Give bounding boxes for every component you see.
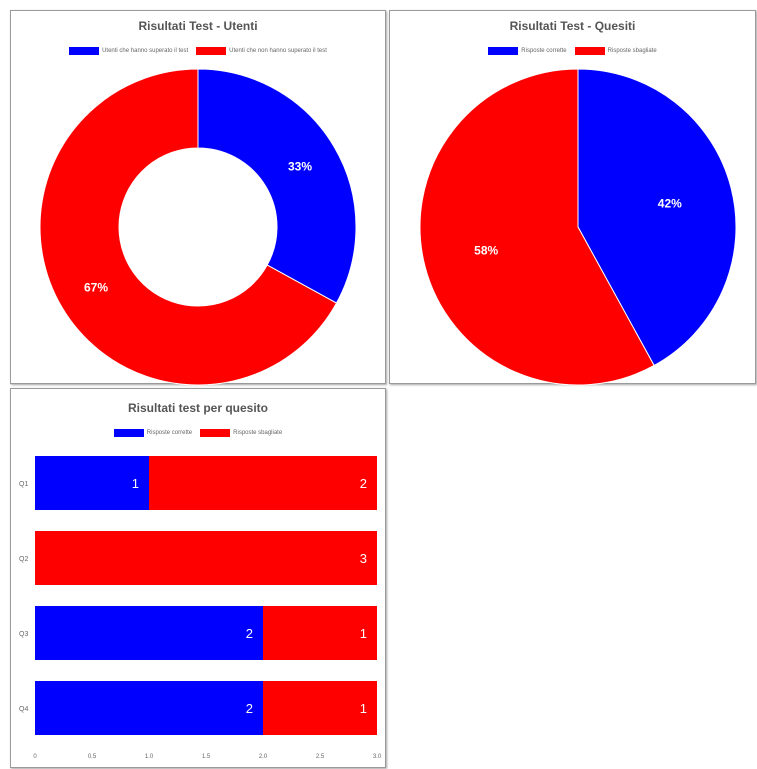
chart-title: Risultati Test - Quesiti [509, 19, 636, 33]
legend-item-wrong[interactable]: Risposte sbagliate [574, 47, 657, 55]
bar-value-label: 1 [360, 701, 367, 716]
chart-title: Risultati test per quesito [127, 401, 269, 415]
per-question-chart-panel: Risultati test per quesito Risposte corr… [10, 388, 386, 768]
category-label: Q2 [19, 556, 28, 563]
bar-segment-wrong[interactable] [263, 681, 377, 735]
x-tick-label: 1.0 [145, 754, 154, 760]
category-label: Q1 [19, 481, 28, 488]
x-tick-label: 0 [33, 754, 37, 760]
legend-label: Utenti che non hanno superato il test [229, 48, 327, 54]
slice-value-label: 33% [288, 160, 312, 174]
users-chart-panel: Risultati Test - Utenti Utenti che hanno… [10, 10, 386, 386]
bar-value-label: 2 [246, 701, 253, 716]
bar-value-label: 2 [246, 626, 253, 641]
legend-label: Risposte sbagliate [233, 430, 283, 436]
x-tick-label: 0.5 [88, 754, 97, 760]
legend-swatch [113, 429, 144, 437]
legend-label: Risposte corrette [146, 430, 193, 436]
bar-segment-wrong[interactable] [35, 531, 377, 585]
x-tick-label: 2.0 [259, 754, 268, 760]
legend-swatch [200, 429, 231, 437]
legend-label: Risposte sbagliate [607, 48, 657, 54]
legend-swatch [196, 47, 227, 55]
legend-swatch [574, 47, 605, 55]
slice-value-label: 58% [474, 244, 498, 258]
x-tick-label: 1.5 [202, 754, 211, 760]
bar-segment-correct[interactable] [35, 606, 263, 660]
questions-chart-panel: Risultati Test - Quesiti Risposte corret… [389, 10, 756, 386]
bar-segment-wrong[interactable] [149, 456, 377, 510]
pie-slice-red[interactable] [419, 68, 655, 386]
bar-value-label: 2 [360, 476, 367, 491]
category-label: Q4 [19, 706, 28, 713]
legend-swatch [488, 47, 519, 55]
legend-item-wrong[interactable]: Risposte sbagliate [200, 429, 282, 437]
bar-value-label: 3 [360, 551, 367, 566]
x-tick-label: 3.0 [373, 754, 382, 760]
legend-item-failed[interactable]: Utenti che non hanno superato il test [196, 47, 327, 55]
legend-item-correct[interactable]: Risposte corrette [113, 429, 193, 437]
bar-segment-wrong[interactable] [263, 606, 377, 660]
legend-label: Risposte corrette [521, 48, 567, 54]
chart-title: Risultati Test - Utenti [138, 19, 258, 33]
pie-slice-blue[interactable] [197, 68, 357, 304]
legend-item-passed[interactable]: Utenti che hanno superato il test [69, 47, 188, 55]
bar-value-label: 1 [360, 626, 367, 641]
pie-slice-blue[interactable] [577, 68, 737, 367]
category-label: Q3 [19, 631, 28, 638]
chart-legend: Risposte corrette Risposte sbagliate [390, 47, 755, 55]
chart-legend: Risposte corrette Risposte sbagliate [11, 429, 385, 437]
slice-value-label: 42% [658, 196, 682, 210]
pie-chart: 42% 58% [419, 68, 737, 386]
legend-swatch [69, 47, 100, 55]
bar-segment-correct[interactable] [35, 456, 149, 510]
chart-legend: Utenti che hanno superato il test Utenti… [11, 47, 385, 55]
legend-label: Utenti che hanno superato il test [102, 48, 189, 54]
x-tick-label: 2.5 [316, 754, 325, 760]
slice-value-label: 67% [84, 280, 108, 294]
legend-item-correct[interactable]: Risposte corrette [488, 47, 567, 55]
bar-segment-correct[interactable] [35, 681, 263, 735]
doughnut-chart: 33% 67% [39, 68, 357, 386]
stacked-bar-chart: Q1 1 2 Q2 3 Q3 2 1 Q4 2 1 0 0.5 1.0 1.5 2.0 2.5 3.0 [19, 456, 382, 760]
pie-slice-red[interactable] [39, 68, 338, 386]
bar-value-label: 1 [132, 476, 139, 491]
